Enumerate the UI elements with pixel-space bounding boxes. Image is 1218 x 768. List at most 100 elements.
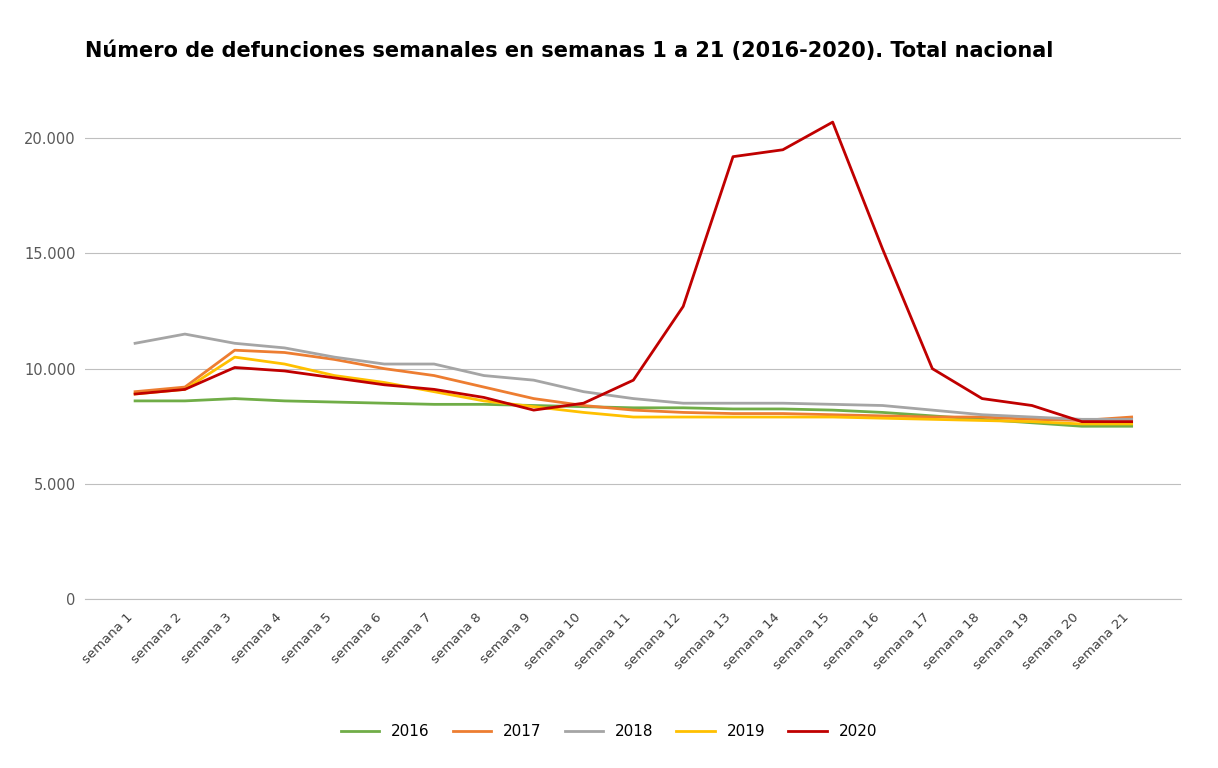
2017 bbox=[1074, 416, 1089, 425]
2018 bbox=[576, 387, 591, 396]
2020 bbox=[376, 380, 391, 389]
2018 bbox=[974, 410, 989, 419]
2016 bbox=[626, 403, 641, 412]
2018 bbox=[328, 353, 342, 362]
2020 bbox=[526, 406, 541, 415]
2018 bbox=[178, 329, 192, 339]
2017 bbox=[924, 412, 939, 422]
2020 bbox=[128, 389, 143, 399]
2018 bbox=[924, 406, 939, 415]
2020 bbox=[1074, 417, 1089, 426]
2019 bbox=[526, 402, 541, 412]
2019 bbox=[228, 353, 242, 362]
2016 bbox=[526, 401, 541, 410]
2017 bbox=[278, 348, 292, 357]
2019 bbox=[726, 412, 741, 422]
2018 bbox=[776, 399, 790, 408]
2020 bbox=[328, 373, 342, 382]
2016 bbox=[876, 408, 890, 417]
2017 bbox=[776, 409, 790, 418]
2019 bbox=[278, 359, 292, 369]
2017 bbox=[576, 401, 591, 410]
2016 bbox=[726, 405, 741, 414]
2016 bbox=[328, 398, 342, 407]
2019 bbox=[426, 387, 441, 396]
2018 bbox=[476, 371, 491, 380]
Line: 2020: 2020 bbox=[135, 122, 1132, 422]
2019 bbox=[128, 389, 143, 399]
2016 bbox=[1074, 422, 1089, 431]
2019 bbox=[876, 414, 890, 423]
2020 bbox=[776, 145, 790, 154]
Line: 2019: 2019 bbox=[135, 357, 1132, 424]
2020 bbox=[426, 385, 441, 394]
2020 bbox=[876, 244, 890, 253]
2016 bbox=[178, 396, 192, 406]
2017 bbox=[476, 382, 491, 392]
2017 bbox=[426, 371, 441, 380]
2020 bbox=[626, 376, 641, 385]
2017 bbox=[526, 394, 541, 403]
2017 bbox=[328, 355, 342, 364]
2018 bbox=[876, 401, 890, 410]
2016 bbox=[426, 399, 441, 409]
2020 bbox=[278, 366, 292, 376]
2018 bbox=[676, 399, 691, 408]
2018 bbox=[376, 359, 391, 369]
2019 bbox=[376, 378, 391, 387]
2019 bbox=[826, 412, 840, 422]
2017 bbox=[228, 346, 242, 355]
Text: Número de defunciones semanales en semanas 1 a 21 (2016-2020). Total nacional: Número de defunciones semanales en seman… bbox=[85, 41, 1054, 61]
2017 bbox=[626, 406, 641, 415]
2020 bbox=[676, 302, 691, 311]
2016 bbox=[376, 399, 391, 408]
Line: 2016: 2016 bbox=[135, 399, 1132, 426]
Line: 2017: 2017 bbox=[135, 350, 1132, 421]
2020 bbox=[1024, 401, 1039, 410]
2017 bbox=[1024, 415, 1039, 424]
2017 bbox=[726, 409, 741, 418]
2017 bbox=[974, 412, 989, 422]
2018 bbox=[426, 359, 441, 369]
2017 bbox=[876, 412, 890, 421]
2017 bbox=[676, 408, 691, 417]
2017 bbox=[1124, 412, 1139, 422]
2019 bbox=[924, 415, 939, 424]
2020 bbox=[576, 399, 591, 408]
2019 bbox=[328, 371, 342, 380]
2017 bbox=[376, 364, 391, 373]
2016 bbox=[128, 396, 143, 406]
2017 bbox=[178, 382, 192, 392]
2016 bbox=[676, 403, 691, 412]
2019 bbox=[1124, 419, 1139, 429]
2020 bbox=[228, 363, 242, 372]
2020 bbox=[1124, 417, 1139, 426]
2018 bbox=[526, 376, 541, 385]
2016 bbox=[974, 415, 989, 424]
2016 bbox=[228, 394, 242, 403]
2016 bbox=[278, 396, 292, 406]
2019 bbox=[576, 408, 591, 417]
2019 bbox=[626, 412, 641, 422]
2016 bbox=[776, 405, 790, 414]
2017 bbox=[826, 410, 840, 419]
2018 bbox=[228, 339, 242, 348]
2017 bbox=[128, 387, 143, 396]
2018 bbox=[726, 399, 741, 408]
2018 bbox=[1024, 412, 1039, 422]
2019 bbox=[776, 412, 790, 422]
2020 bbox=[178, 385, 192, 394]
2019 bbox=[1024, 417, 1039, 426]
2016 bbox=[924, 412, 939, 421]
2019 bbox=[476, 396, 491, 406]
2018 bbox=[1074, 415, 1089, 424]
2018 bbox=[128, 339, 143, 348]
2019 bbox=[676, 412, 691, 422]
2018 bbox=[1124, 415, 1139, 424]
2018 bbox=[626, 394, 641, 403]
2016 bbox=[826, 406, 840, 415]
2016 bbox=[476, 399, 491, 409]
2020 bbox=[974, 394, 989, 403]
Legend: 2016, 2017, 2018, 2019, 2020: 2016, 2017, 2018, 2019, 2020 bbox=[335, 718, 883, 745]
2020 bbox=[726, 152, 741, 161]
